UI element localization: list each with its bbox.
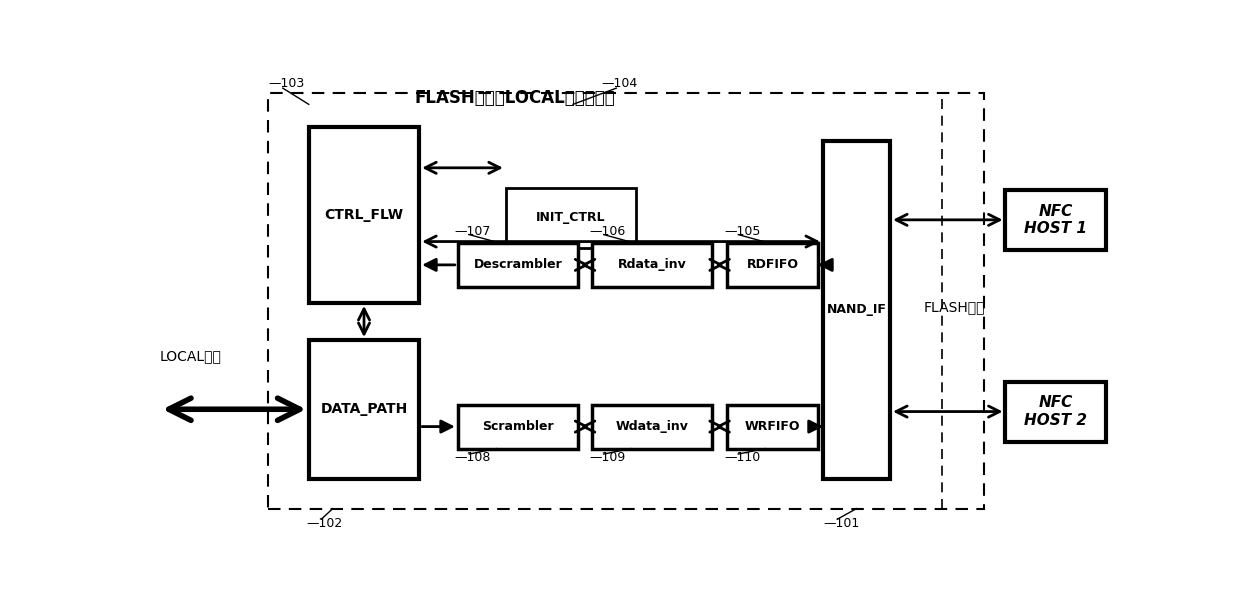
Text: CTRL_FLW: CTRL_FLW [325, 208, 403, 222]
Text: —108: —108 [455, 451, 491, 464]
Text: WRFIFO: WRFIFO [745, 420, 800, 433]
Bar [593, 243, 713, 287]
Text: —102: —102 [306, 517, 343, 530]
Text: Wdata_inv: Wdata_inv [616, 420, 688, 433]
Bar [506, 187, 635, 248]
Text: DATA_PATH: DATA_PATH [320, 402, 408, 416]
Text: NFC
HOST 1: NFC HOST 1 [1024, 203, 1087, 236]
Bar [593, 404, 713, 449]
Text: —107: —107 [455, 225, 491, 238]
Text: —103: —103 [268, 77, 305, 90]
Text: Rdata_inv: Rdata_inv [618, 259, 687, 271]
Bar [458, 243, 578, 287]
Text: INIT_CTRL: INIT_CTRL [536, 211, 605, 224]
Text: Scrambler: Scrambler [482, 420, 553, 433]
Bar [268, 93, 985, 509]
Text: LOCAL接口: LOCAL接口 [160, 349, 222, 363]
Text: —105: —105 [724, 225, 760, 238]
Text: —109: —109 [589, 451, 626, 464]
Text: NFC
HOST 2: NFC HOST 2 [1024, 395, 1087, 428]
Text: —104: —104 [601, 77, 639, 90]
Bar [1006, 382, 1106, 442]
Bar [309, 127, 419, 303]
Bar [1006, 190, 1106, 250]
Text: NAND_IF: NAND_IF [827, 304, 887, 316]
Text: Descrambler: Descrambler [474, 259, 562, 271]
Bar [727, 243, 818, 287]
Text: FLASH接口: FLASH接口 [924, 301, 986, 314]
Bar [727, 404, 818, 449]
Bar [823, 141, 890, 479]
Text: FLASH接口转LOCAL接口子模块: FLASH接口转LOCAL接口子模块 [415, 89, 616, 107]
Text: —106: —106 [589, 225, 626, 238]
Text: —101: —101 [823, 517, 859, 530]
Bar [458, 404, 578, 449]
Text: —110: —110 [724, 451, 760, 464]
Text: RDFIFO: RDFIFO [746, 259, 799, 271]
Bar [309, 340, 419, 479]
